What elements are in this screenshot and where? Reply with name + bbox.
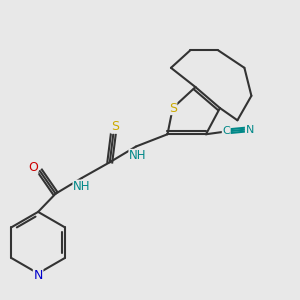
Text: C: C <box>222 127 230 136</box>
Text: NH: NH <box>73 180 91 193</box>
Text: S: S <box>111 120 119 133</box>
Text: O: O <box>28 161 38 174</box>
Text: N: N <box>33 269 43 282</box>
Text: N: N <box>245 125 254 135</box>
Text: NH: NH <box>129 149 146 162</box>
Text: S: S <box>169 101 177 115</box>
